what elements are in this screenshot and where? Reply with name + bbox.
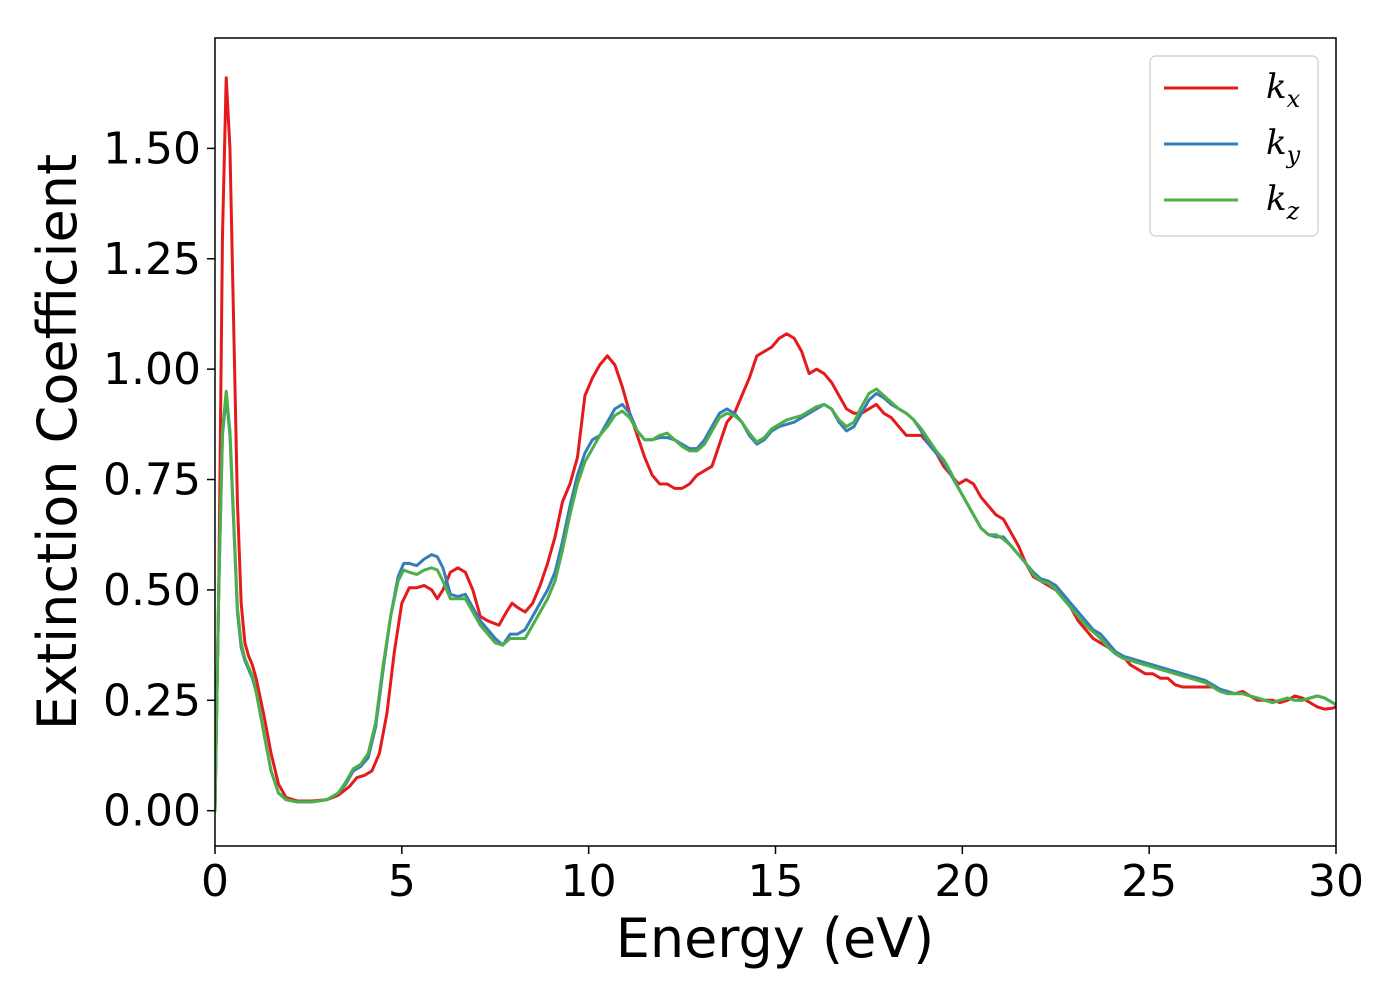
y-axis-ticks: 0.00 0.25 0.50 0.75 1.00 1.25 1.50: [103, 123, 215, 837]
series-line-ky: [215, 391, 1336, 813]
x-tick-label: 10: [561, 856, 617, 907]
y-axis-title: Extinction Coefficient: [26, 154, 89, 730]
y-tick-label: 0.75: [103, 455, 201, 506]
series-layer: [215, 76, 1336, 813]
legend-box: [1149, 55, 1319, 237]
x-tick-label: 15: [748, 856, 804, 907]
x-tick-label: 25: [1121, 856, 1177, 907]
y-tick-label: 1.50: [103, 123, 201, 174]
x-axis-title: Energy (eV): [616, 907, 935, 970]
x-axis-ticks: 0 5 10 15 20 25 30: [201, 846, 1364, 907]
y-tick-label: 0.25: [103, 675, 201, 726]
x-tick-label: 20: [934, 856, 990, 907]
y-tick-label: 0.00: [103, 786, 201, 837]
series-line-kz: [215, 387, 1336, 813]
y-tick-label: 1.25: [103, 234, 201, 285]
x-tick-label: 5: [388, 856, 416, 907]
legend-items: kx ky kz: [1164, 67, 1301, 225]
y-tick-label: 1.00: [103, 344, 201, 395]
series-line-kx: [215, 76, 1336, 813]
x-tick-label: 0: [201, 856, 229, 907]
legend: kx ky kz: [1149, 55, 1319, 237]
x-tick-label: 30: [1308, 856, 1364, 907]
y-tick-label: 0.50: [103, 565, 201, 616]
legend-label-kz: kz: [1266, 179, 1300, 225]
legend-label-ky: ky: [1266, 123, 1301, 169]
legend-label-kx: kx: [1266, 67, 1301, 113]
